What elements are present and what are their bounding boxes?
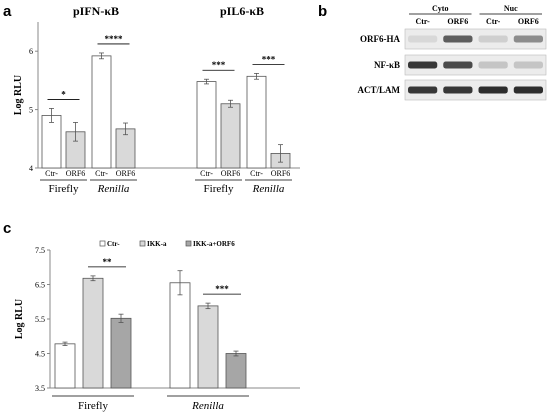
- y-tick-label: 6.5: [35, 281, 45, 290]
- panel-letter-b: b: [318, 3, 327, 20]
- legend-label: IKK-a+ORF6: [193, 240, 235, 248]
- legend-swatch: [139, 240, 146, 247]
- blot-band: [478, 86, 508, 94]
- blot-band: [478, 61, 508, 69]
- bar: [54, 343, 76, 389]
- x-tick-label: ORF6: [116, 169, 136, 178]
- significance-label: *: [61, 89, 66, 99]
- legend-label: Ctr-: [107, 240, 120, 248]
- chart-subtitle: pIL6-κB: [220, 4, 264, 18]
- blot-band: [478, 35, 508, 43]
- blot-band: [408, 61, 438, 69]
- blot-band: [513, 35, 543, 43]
- x-tick-label: Ctr-: [200, 169, 213, 178]
- y-tick-label: 4.5: [35, 350, 45, 359]
- group-label: Firefly: [49, 183, 79, 195]
- bar: [196, 81, 217, 169]
- significance-label: ****: [105, 34, 124, 44]
- blot-row-label: ACT/LAM: [358, 85, 401, 95]
- bar: [91, 55, 112, 169]
- blot-strip: [404, 28, 547, 50]
- panel-letter-a: a: [3, 3, 12, 20]
- bar: [220, 103, 241, 169]
- y-tick-label: 5: [29, 106, 33, 115]
- significance-label: ***: [262, 54, 276, 64]
- blot-strip: [404, 79, 547, 101]
- blot-band: [443, 86, 473, 94]
- bar: [197, 305, 219, 389]
- x-tick-label: ORF6: [221, 169, 241, 178]
- x-tick-label: Ctr-: [45, 169, 58, 178]
- legend-swatch: [99, 240, 106, 247]
- chart-a: 4 5 6 Log RLU Ctr- ORF6 * Firefly Ctr- ORF6 **** Re…: [13, 4, 300, 195]
- y-axis-label: Log RLU: [13, 75, 24, 115]
- blot-band: [408, 35, 438, 43]
- legend-label: IKK-a: [147, 240, 167, 248]
- y-tick-label: 3.5: [35, 384, 45, 393]
- y-tick-label: 5.5: [35, 315, 45, 324]
- blot-band: [408, 86, 438, 94]
- compartment-label: Nuc: [504, 4, 518, 13]
- category-label: Renilla: [191, 400, 224, 412]
- lane-label: ORF6: [447, 17, 468, 26]
- category-label: Firefly: [78, 400, 108, 412]
- x-tick-label: ORF6: [66, 169, 86, 178]
- blot-row-label: ORF6-HA: [360, 34, 400, 44]
- x-tick-label: ORF6: [271, 169, 291, 178]
- significance-label: ***: [212, 60, 226, 70]
- x-tick-label: Ctr-: [95, 169, 108, 178]
- group-label: Renilla: [97, 183, 130, 195]
- blot-strip: [404, 54, 547, 76]
- legend-swatch: [185, 240, 192, 247]
- panel-letter-c: c: [3, 220, 11, 237]
- compartment-label: Cyto: [432, 4, 448, 13]
- y-axis-label: Log RLU: [14, 299, 25, 339]
- y-tick-label: 4: [29, 164, 33, 173]
- lane-label: ORF6: [518, 17, 539, 26]
- bar: [169, 282, 191, 389]
- significance-label: ***: [215, 284, 229, 294]
- y-tick-label: 6: [29, 47, 33, 56]
- bar: [82, 277, 104, 389]
- y-tick-label: 7.5: [35, 246, 45, 255]
- blot-band: [513, 86, 543, 94]
- lane-label: Ctr-: [486, 17, 501, 26]
- blot-band: [443, 61, 473, 69]
- x-tick-label: Ctr-: [250, 169, 263, 178]
- chart-subtitle: pIFN-κB: [73, 4, 119, 18]
- blot-band: [443, 35, 473, 43]
- bar: [41, 115, 62, 169]
- blot-row-label: NF-κB: [374, 60, 400, 70]
- bar: [110, 317, 132, 389]
- significance-label: **: [103, 257, 113, 267]
- bar: [225, 353, 247, 389]
- lane-label: Ctr-: [415, 17, 430, 26]
- bar: [246, 75, 267, 169]
- group-label: Renilla: [252, 183, 285, 195]
- blot-band: [513, 61, 543, 69]
- chart-c: 3.5 4.5 5.5 6.5 7.5 Log RLU ** Firefly *** Renill…: [14, 240, 300, 412]
- group-label: Firefly: [204, 183, 234, 195]
